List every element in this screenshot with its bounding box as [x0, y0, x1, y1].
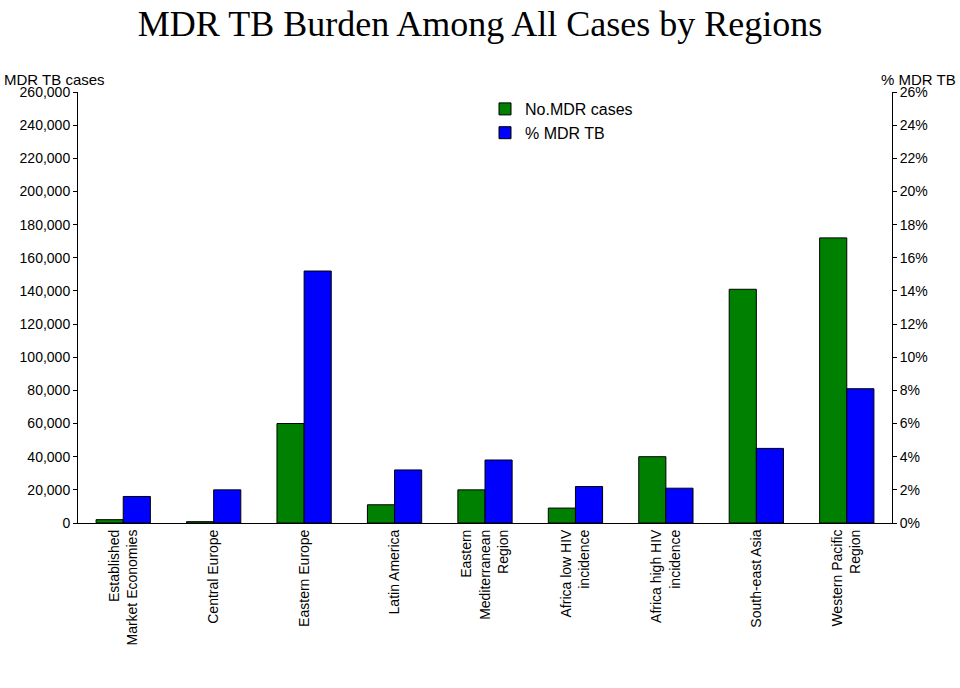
svg-text:26%: 26% [900, 84, 928, 100]
svg-text:40,000: 40,000 [27, 449, 70, 465]
svg-text:140,000: 140,000 [20, 283, 71, 299]
svg-text:260,000: 260,000 [20, 84, 71, 100]
svg-text:16%: 16% [900, 250, 928, 266]
svg-text:18%: 18% [900, 217, 928, 233]
svg-text:240,000: 240,000 [20, 117, 71, 133]
svg-text:0%: 0% [900, 515, 920, 531]
svg-text:Western PacificRegion: Western PacificRegion [829, 530, 863, 627]
svg-text:22%: 22% [900, 150, 928, 166]
svg-text:4%: 4% [900, 449, 920, 465]
svg-text:2%: 2% [900, 482, 920, 498]
svg-text:20,000: 20,000 [27, 482, 70, 498]
svg-text:Eastern Europe: Eastern Europe [296, 529, 312, 626]
svg-text:Africa high HIVincidence: Africa high HIVincidence [648, 529, 682, 623]
svg-text:0: 0 [62, 515, 70, 531]
svg-text:80,000: 80,000 [27, 382, 70, 398]
svg-text:EasternMediterraneanRegion: EasternMediterraneanRegion [458, 530, 510, 620]
svg-text:Central Europe: Central Europe [205, 529, 221, 623]
svg-text:South-east Asia: South-east Asia [748, 529, 764, 627]
svg-text:Africa low HIVincidence: Africa low HIVincidence [558, 529, 592, 618]
svg-text:120,000: 120,000 [20, 316, 71, 332]
svg-text:200,000: 200,000 [20, 183, 71, 199]
svg-text:220,000: 220,000 [20, 150, 71, 166]
svg-text:24%: 24% [900, 117, 928, 133]
svg-text:60,000: 60,000 [27, 415, 70, 431]
svg-text:20%: 20% [900, 183, 928, 199]
svg-text:160,000: 160,000 [20, 250, 71, 266]
svg-text:Latin America: Latin America [386, 529, 402, 614]
svg-text:100,000: 100,000 [20, 349, 71, 365]
svg-text:% MDR TB: % MDR TB [525, 125, 605, 142]
svg-text:No.MDR cases: No.MDR cases [525, 101, 633, 118]
svg-text:% MDR TB: % MDR TB [881, 71, 956, 88]
svg-text:14%: 14% [900, 283, 928, 299]
svg-text:MDR TB cases: MDR TB cases [4, 71, 105, 88]
svg-text:12%: 12% [900, 316, 928, 332]
svg-text:6%: 6% [900, 415, 920, 431]
svg-text:10%: 10% [900, 349, 928, 365]
svg-text:180,000: 180,000 [20, 217, 71, 233]
svg-text:8%: 8% [900, 382, 920, 398]
svg-text:EstablishedMarket Economies: EstablishedMarket Economies [106, 530, 140, 646]
svg-text:MDR TB Burden Among All Cases: MDR TB Burden Among All Cases by Regions [138, 4, 822, 44]
